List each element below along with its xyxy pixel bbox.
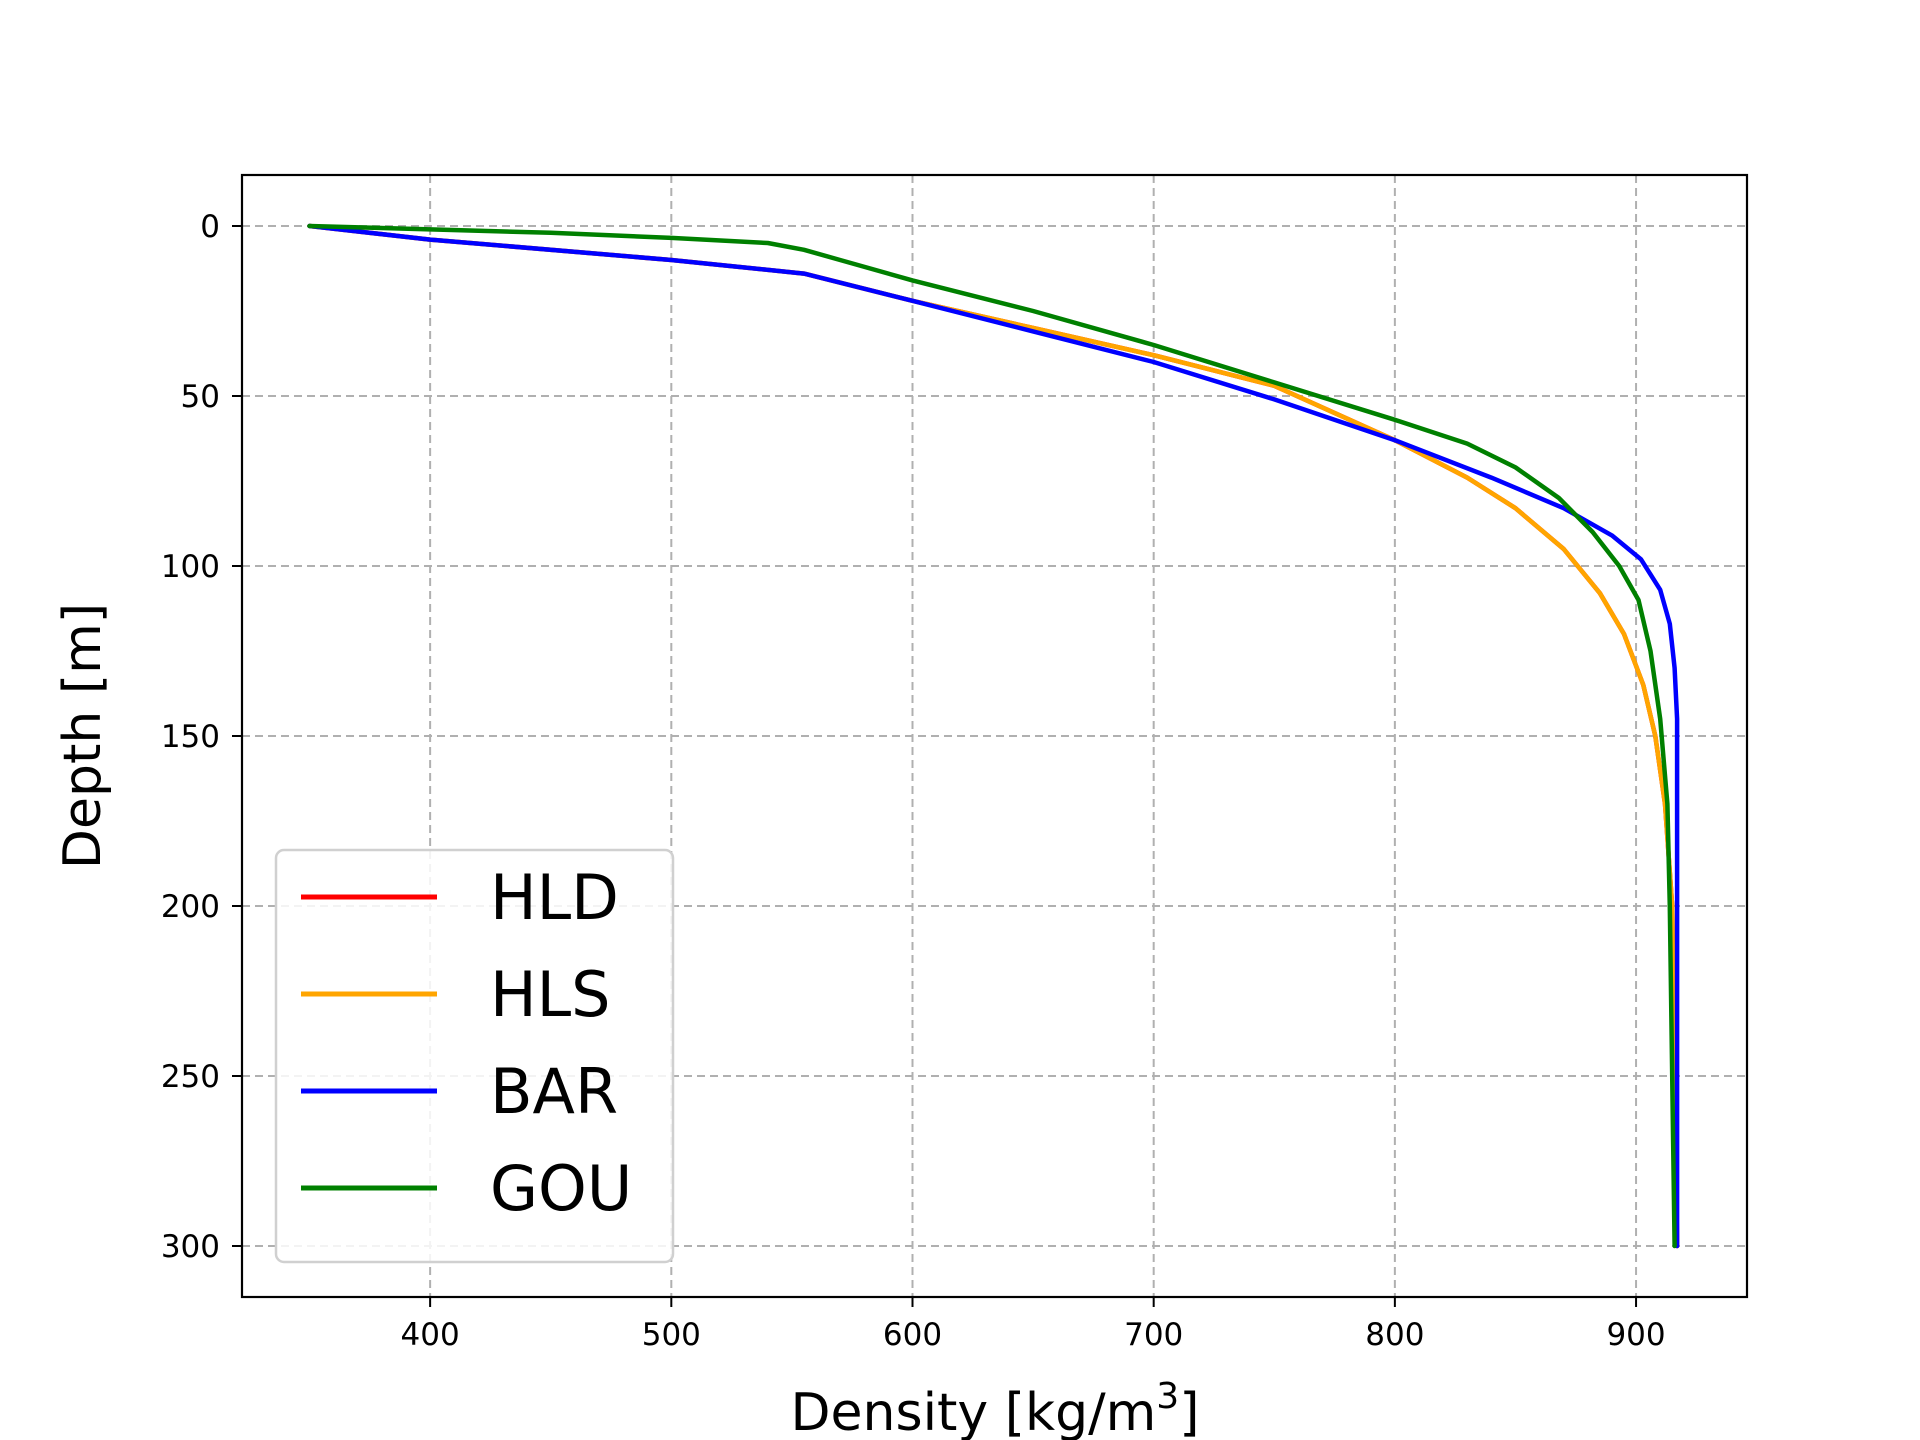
y-tick-label: 100: [161, 549, 220, 585]
y-tick-label: 250: [161, 1059, 220, 1095]
axis-ticks: 400 500 600 700 800 900 0 50 100 150 200 250 300: [161, 209, 1666, 1353]
x-axis-label: Density [kg/m3]: [790, 1376, 1199, 1440]
y-tick-label: 50: [181, 379, 220, 415]
x-tick-label: 900: [1606, 1317, 1665, 1353]
series-lines: [307, 223, 1680, 1249]
legend-label-hld: HLD: [490, 861, 619, 934]
y-tick-label: 200: [161, 889, 220, 925]
x-tick-label: 600: [883, 1317, 942, 1353]
legend-box: [274, 848, 675, 1264]
y-tick-label: 150: [161, 719, 220, 755]
legend-label-gou: GOU: [490, 1152, 632, 1225]
legend-label-hls: HLS: [490, 958, 611, 1031]
x-tick-label: 800: [1365, 1317, 1424, 1353]
legend-label-bar: BAR: [490, 1055, 618, 1128]
series-line-bar: [307, 223, 1680, 1249]
y-axis-label: Depth [m]: [53, 603, 113, 869]
x-tick-label: 700: [1124, 1317, 1183, 1353]
legend-items: HLD HLS BAR GOU: [301, 861, 632, 1225]
legend: HLD HLS BAR GOU: [274, 848, 675, 1264]
x-tick-label: 500: [642, 1317, 701, 1353]
series-line-gou: [307, 223, 1677, 1249]
y-tick-label: 300: [161, 1229, 220, 1265]
y-tick-label: 0: [200, 209, 220, 245]
x-tick-label: 400: [401, 1317, 460, 1353]
